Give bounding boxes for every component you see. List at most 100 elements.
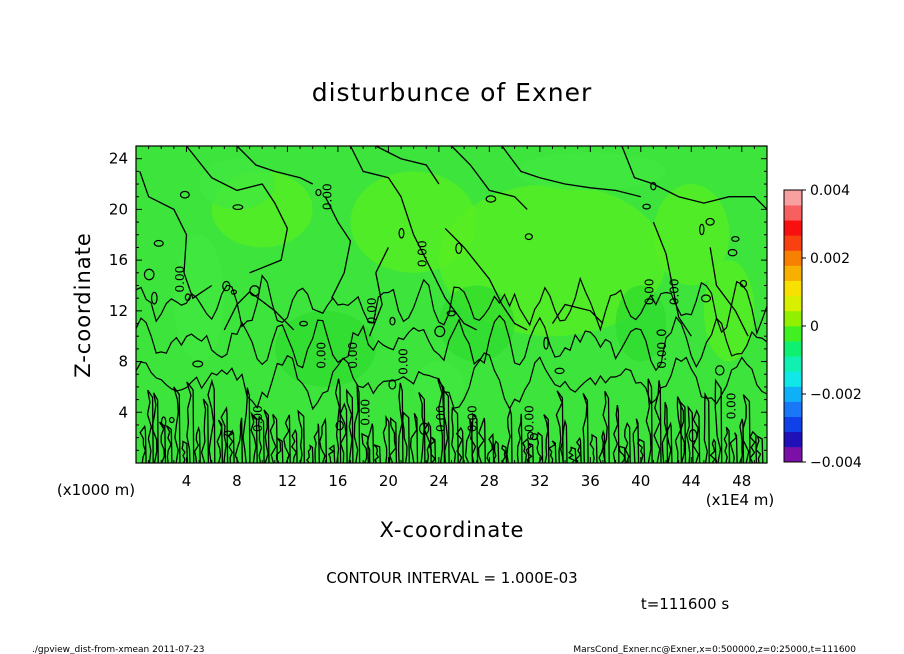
contour-loop bbox=[160, 416, 167, 428]
x-tick-label: 4 bbox=[182, 472, 192, 490]
x-tick-label: 36 bbox=[581, 472, 600, 490]
contour-loop bbox=[388, 379, 397, 390]
contour-line bbox=[525, 442, 534, 464]
contour-label: 0.00 bbox=[724, 393, 738, 420]
contour-line bbox=[339, 402, 348, 464]
contour-line bbox=[548, 440, 557, 464]
contour-label: 0.00 bbox=[314, 342, 328, 369]
colorbar-segment bbox=[784, 341, 802, 357]
contour-line bbox=[602, 390, 610, 464]
contour-loop bbox=[389, 316, 396, 326]
contour-line bbox=[451, 145, 528, 210]
contour-line bbox=[709, 438, 717, 464]
contour-line bbox=[361, 432, 369, 464]
field-patch bbox=[653, 184, 730, 286]
contour-line bbox=[297, 409, 305, 464]
contour-loop bbox=[184, 293, 191, 302]
x-tick-label: 8 bbox=[232, 472, 242, 490]
x-tick-label: 44 bbox=[682, 472, 701, 490]
contour-loop bbox=[299, 320, 309, 327]
contour-label: 0.00 bbox=[434, 405, 448, 432]
contour-loop bbox=[315, 188, 322, 197]
contour-loop bbox=[223, 430, 233, 436]
colorbar-segment bbox=[784, 205, 802, 221]
time-text: t=111600 s bbox=[641, 595, 729, 613]
contour-loop bbox=[688, 429, 698, 443]
contour-line bbox=[327, 444, 336, 464]
contour-label: 0.00 bbox=[358, 399, 372, 426]
x-tick-label: 24 bbox=[429, 472, 448, 490]
footer-right: MarsCond_Exner.nc@Exner,x=0:500000,z=0:2… bbox=[573, 645, 856, 654]
contour-line bbox=[200, 398, 210, 464]
contour-line bbox=[227, 429, 235, 464]
contour-line bbox=[522, 437, 530, 464]
x-axis-label: X-coordinate bbox=[380, 518, 525, 542]
contour-line bbox=[324, 196, 352, 299]
contour-line bbox=[258, 415, 265, 464]
contour-labels: 0.00 0.00 0.00 0.00 0.00 0.00 0.00 0.00 0.00 0.00… bbox=[173, 183, 738, 432]
contour-loop bbox=[650, 181, 657, 191]
y-axis: 4 8 12 16 20 24 bbox=[109, 150, 767, 451]
contour-line bbox=[555, 390, 564, 464]
contour-line bbox=[242, 387, 251, 464]
contour-line bbox=[582, 393, 589, 464]
y-tick-label: 24 bbox=[109, 150, 128, 168]
contour-loop bbox=[230, 289, 237, 295]
contour-line bbox=[146, 389, 154, 464]
colorbar-tick-label: 0.002 bbox=[810, 251, 850, 267]
colorbar-segment bbox=[784, 326, 802, 342]
colorbar-tick-label: −0.004 bbox=[810, 455, 862, 471]
colorbar-segment bbox=[784, 280, 802, 297]
contour-line bbox=[402, 411, 410, 464]
field-patch bbox=[173, 234, 225, 362]
contour-label: 0.00 bbox=[466, 405, 480, 432]
contour-loop bbox=[485, 195, 497, 203]
contour-line bbox=[428, 436, 437, 464]
contour-line bbox=[306, 444, 314, 464]
contour-line bbox=[397, 382, 404, 464]
contour-line bbox=[216, 419, 224, 464]
x-tick-label: 28 bbox=[480, 472, 499, 490]
colorbar-segment bbox=[784, 295, 802, 312]
colorbar-segment bbox=[784, 265, 802, 281]
contour-line bbox=[632, 418, 640, 464]
contour-line bbox=[165, 425, 173, 464]
contour-label: 0.00 bbox=[523, 405, 537, 432]
footer-left: ./gpview_dist-from-xmean 2011-07-23 bbox=[32, 645, 204, 654]
contour-line bbox=[382, 414, 391, 464]
contour-label: 0.00 bbox=[642, 278, 656, 305]
contour-line bbox=[375, 145, 440, 185]
contour-loop bbox=[222, 280, 231, 292]
contour-line bbox=[334, 378, 342, 464]
contour-label: 0.00 bbox=[655, 342, 669, 369]
contour-line bbox=[353, 384, 361, 464]
contour-line bbox=[319, 417, 328, 464]
contour-loop bbox=[543, 336, 549, 350]
contour-line bbox=[486, 432, 495, 464]
contour-line bbox=[139, 171, 213, 300]
y-tick-label: 12 bbox=[109, 302, 128, 320]
contour-line bbox=[729, 432, 738, 464]
contour-line bbox=[543, 414, 550, 464]
contour-line bbox=[291, 428, 298, 464]
colorbar-tick-label: 0 bbox=[810, 319, 819, 335]
contour-label: 0.00 bbox=[365, 297, 379, 324]
contour-loop bbox=[656, 329, 667, 337]
contour-line bbox=[159, 421, 167, 464]
contour-loop bbox=[446, 310, 456, 317]
contour-loop bbox=[153, 239, 164, 247]
contour-line bbox=[349, 145, 477, 331]
contour-label: 0.00 bbox=[668, 278, 682, 305]
contour-line bbox=[589, 433, 598, 464]
contour-line bbox=[366, 423, 375, 464]
contour-line bbox=[536, 431, 544, 464]
contour-line bbox=[283, 414, 291, 464]
contour-line bbox=[151, 392, 159, 464]
contour-line bbox=[139, 424, 147, 464]
colorbar-tick-label: −0.002 bbox=[810, 387, 862, 403]
contour-line bbox=[501, 444, 508, 464]
y-tick-label: 4 bbox=[118, 403, 128, 421]
contour-loop bbox=[150, 291, 158, 305]
colorbar-tick-label: 0.004 bbox=[810, 183, 850, 199]
